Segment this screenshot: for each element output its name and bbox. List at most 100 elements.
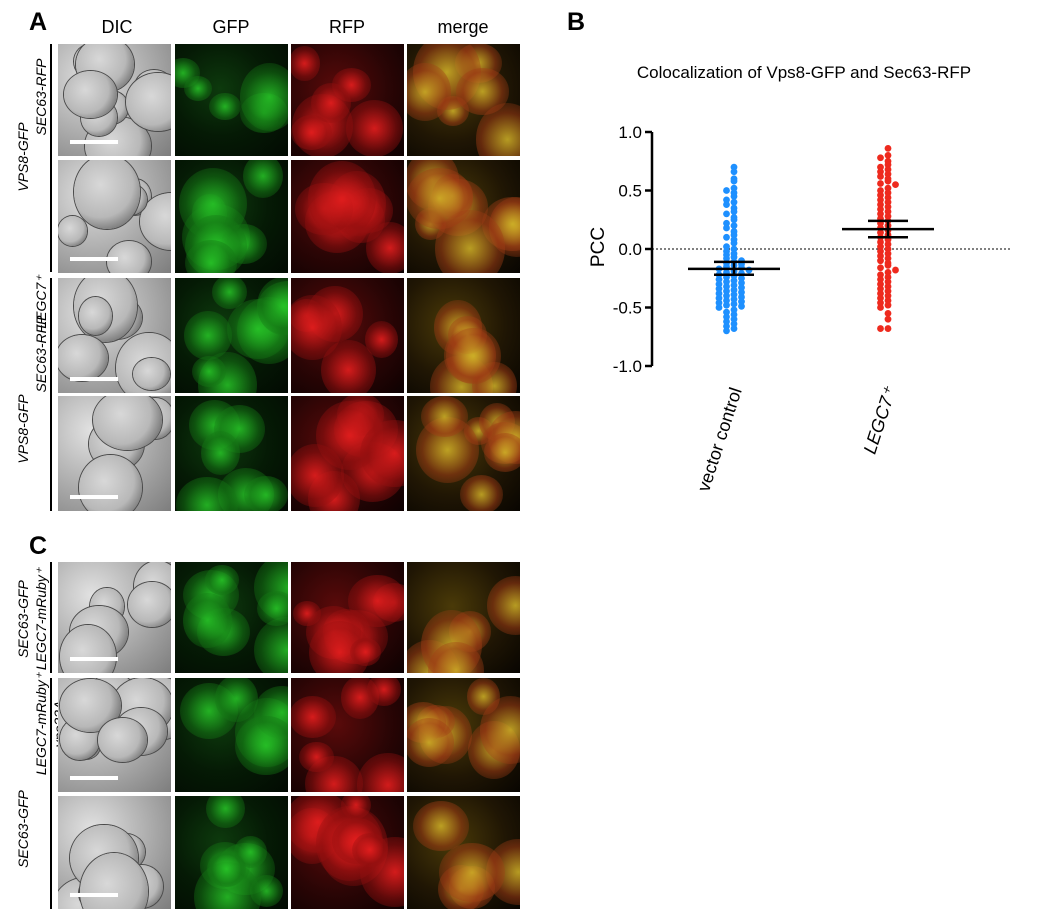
cell-blob <box>79 297 113 335</box>
cell-blob <box>459 475 504 511</box>
row-group-divider-c1 <box>50 562 52 673</box>
data-point <box>730 306 738 314</box>
row-group-divider-a2 <box>50 278 52 511</box>
row-group-divider-a1 <box>50 44 52 272</box>
cell-blob <box>291 115 332 150</box>
cell-blob <box>183 592 233 649</box>
image-tile-a-r4-mrg <box>407 396 520 511</box>
cell-blob <box>257 591 288 626</box>
cell-blob <box>352 832 389 867</box>
data-point <box>738 293 745 301</box>
data-point <box>877 252 884 260</box>
data-point <box>877 299 884 307</box>
data-point <box>877 173 884 180</box>
image-tile-a-r2-mrg <box>407 160 520 273</box>
data-point <box>730 325 738 332</box>
cell-blob <box>487 575 520 635</box>
cell-blob <box>208 92 241 121</box>
image-tile-c-r1-dic <box>58 562 171 673</box>
y-axis-label: PCC <box>588 227 609 267</box>
image-tile-c-r3-rfp <box>291 796 404 909</box>
data-point <box>877 290 884 297</box>
data-point <box>738 279 745 287</box>
data-point <box>738 302 745 310</box>
column-label-gfp: GFP <box>212 17 250 37</box>
data-point <box>884 254 892 262</box>
data-point <box>877 154 884 162</box>
cell-blob <box>244 475 288 511</box>
data-point <box>877 229 884 237</box>
cell-blob <box>367 678 402 707</box>
cell-blob <box>92 396 163 451</box>
data-point <box>884 301 892 309</box>
data-point <box>715 276 723 283</box>
data-point <box>892 266 899 274</box>
cell-blob <box>446 327 502 385</box>
image-tile-c-r1-mrg <box>407 562 520 673</box>
cell-blob <box>407 168 474 230</box>
data-point <box>877 238 884 246</box>
row-label-a1-line2: SEC63-RFP <box>33 58 49 136</box>
scale-bar <box>70 657 118 661</box>
data-point <box>723 224 730 232</box>
data-point <box>884 184 892 192</box>
data-point <box>730 253 738 261</box>
data-point <box>884 250 892 258</box>
panel-c-letter: C <box>29 532 48 560</box>
image-tile-c-r3-gfp <box>175 796 288 909</box>
data-point <box>730 208 738 215</box>
x-category-label: LEGC7⁺ <box>860 384 901 457</box>
cell-blob <box>407 62 451 121</box>
cell-blob <box>191 355 226 387</box>
cell-blob <box>58 335 108 382</box>
image-tile-c-r1-rfp <box>291 562 404 673</box>
scale-bar <box>70 140 118 144</box>
data-point <box>730 163 738 171</box>
cell-blob <box>407 717 455 767</box>
data-point <box>884 166 892 173</box>
y-tick-label: 0.0 <box>618 240 642 259</box>
data-point <box>715 299 723 307</box>
data-point <box>877 325 884 332</box>
cell-blob <box>357 752 404 792</box>
cell-blob <box>58 215 88 246</box>
data-point <box>730 216 738 224</box>
column-label-dic: DIC <box>101 17 133 37</box>
cell-blob <box>348 575 404 628</box>
data-points <box>715 144 899 335</box>
y-axis: 1.0 0.5 0.0 -0.5 -1.0 <box>613 123 654 376</box>
data-point <box>723 254 730 262</box>
data-point <box>877 294 884 302</box>
data-point <box>730 231 738 239</box>
data-point <box>723 297 730 304</box>
data-point <box>892 181 899 189</box>
cell-blob <box>184 75 213 102</box>
chart-title: Colocalization of Vps8-GFP and Sec63-RFP <box>637 63 971 82</box>
cell-blob <box>64 70 118 118</box>
data-point <box>877 187 884 194</box>
data-point <box>723 233 730 241</box>
data-point <box>730 300 738 308</box>
cell-blob <box>483 433 520 473</box>
cell-blob <box>205 565 239 595</box>
image-tile-c-r2-mrg <box>407 678 520 792</box>
image-tile-a-r1-rfp <box>291 44 404 156</box>
pcc-scatter-chart: Colocalization of Vps8-GFP and Sec63-RFP… <box>588 63 1012 494</box>
data-point <box>723 322 730 330</box>
data-point <box>877 201 884 208</box>
data-point <box>723 287 730 295</box>
data-point <box>884 297 892 304</box>
data-point <box>715 294 723 302</box>
data-point <box>715 285 723 293</box>
data-point <box>730 177 738 185</box>
data-point <box>877 243 884 251</box>
data-point <box>877 205 884 213</box>
data-point <box>730 315 738 323</box>
cell-blob <box>345 100 404 156</box>
cell-blob <box>78 455 142 511</box>
image-tile-a-r3-dic <box>58 278 171 393</box>
image-tile-c-r2-dic <box>58 678 171 792</box>
data-point <box>723 283 730 290</box>
data-point <box>877 285 884 293</box>
image-tile-c-r2-gfp <box>175 678 288 792</box>
